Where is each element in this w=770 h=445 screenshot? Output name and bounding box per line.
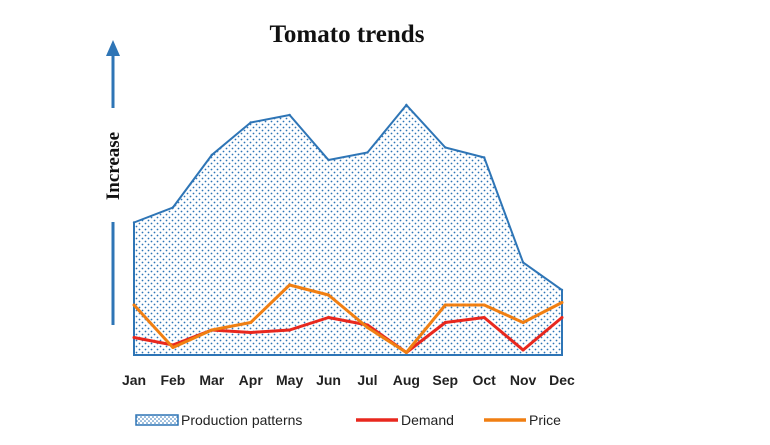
legend-swatch-production: [135, 414, 179, 426]
data-point-demand-dec: [560, 316, 564, 319]
data-point-production-patterns-apr: [249, 121, 252, 124]
series-area-production-patterns: [133, 103, 563, 356]
data-point-production-patterns-jul: [366, 151, 369, 154]
x-tick-aug: Aug: [393, 372, 420, 388]
data-point-price-jun: [327, 293, 331, 297]
x-tick-sep: Sep: [432, 372, 458, 388]
x-tick-jul: Jul: [357, 372, 377, 388]
data-point-price-nov: [521, 321, 525, 324]
y-axis-arrowhead: [106, 40, 120, 56]
x-tick-may: May: [276, 372, 303, 388]
y-axis-arrow: [106, 40, 120, 325]
data-point-price-jan: [132, 303, 136, 307]
data-point-price-dec: [560, 301, 564, 304]
data-point-price-feb: [171, 346, 175, 349]
x-tick-jun: Jun: [316, 372, 341, 388]
data-point-production-patterns-mar: [210, 153, 214, 157]
chart-title: Tomato trends: [270, 21, 425, 48]
legend: Production patterns Demand Price: [135, 412, 561, 428]
data-point-production-patterns-dec: [560, 288, 564, 292]
legend-item-price: Price: [484, 412, 561, 428]
legend-label-demand: Demand: [401, 412, 454, 428]
data-point-production-patterns-aug: [405, 103, 408, 107]
data-point-demand-may: [288, 328, 292, 332]
data-point-production-patterns-jan: [132, 221, 136, 224]
legend-label-price: Price: [529, 412, 561, 428]
data-point-demand-sep: [443, 321, 447, 324]
x-tick-nov: Nov: [510, 372, 537, 388]
data-point-production-patterns-may: [288, 113, 291, 117]
data-point-production-patterns-sep: [444, 146, 447, 149]
y-axis-label: Increase: [103, 132, 124, 200]
data-point-demand-jan: [132, 336, 136, 339]
production-area-layer: [132, 103, 564, 356]
data-point-price-aug: [404, 351, 408, 354]
x-axis-tick-labels: Jan Feb Mar Apr May Jun Jul Aug Sep Oct Nov Dec: [122, 372, 575, 388]
data-point-price-mar: [210, 328, 214, 332]
data-point-demand-oct: [482, 316, 486, 319]
legend-label-production: Production patterns: [181, 412, 302, 428]
legend-item-demand: Demand: [356, 412, 454, 428]
x-tick-oct: Oct: [473, 372, 497, 388]
data-point-price-jul: [365, 326, 369, 329]
data-point-production-patterns-nov: [521, 261, 525, 264]
data-point-production-patterns-feb: [171, 206, 175, 209]
data-point-production-patterns-oct: [482, 156, 486, 159]
data-point-price-sep: [443, 303, 447, 307]
x-tick-jan: Jan: [122, 372, 146, 388]
x-tick-apr: Apr: [239, 372, 264, 388]
legend-item-production: Production patterns: [135, 412, 302, 428]
x-tick-dec: Dec: [549, 372, 575, 388]
data-point-demand-apr: [249, 331, 253, 334]
x-tick-mar: Mar: [199, 372, 224, 388]
x-tick-feb: Feb: [160, 372, 185, 388]
data-point-price-may: [288, 283, 292, 287]
data-point-production-patterns-jun: [327, 158, 330, 162]
data-point-price-apr: [249, 321, 253, 324]
data-point-price-oct: [482, 303, 486, 307]
series-lines-layer: [132, 283, 564, 354]
series-line-price: [132, 283, 563, 354]
data-point-demand-jun: [327, 316, 331, 319]
data-point-demand-nov: [521, 348, 525, 352]
